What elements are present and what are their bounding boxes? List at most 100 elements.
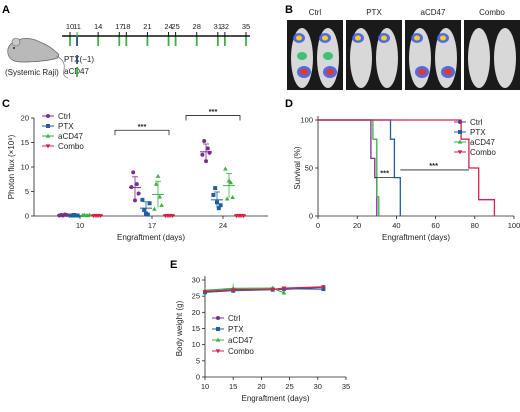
- y-tick-label: 50: [305, 164, 313, 173]
- day-label: 25: [171, 22, 179, 31]
- legend-item-ctrl: Ctrl: [454, 118, 483, 127]
- y-tick-label: 0: [309, 212, 313, 221]
- legend-item-combo: Combo: [454, 148, 496, 157]
- signal-blob: [297, 52, 307, 60]
- data-point-ptx: [140, 197, 145, 202]
- legend-marker: [215, 349, 221, 354]
- day-label: 35: [242, 22, 250, 31]
- significance-bracket: [114, 129, 170, 136]
- data-point-ctrl: [133, 198, 137, 203]
- day-label: 17: [115, 22, 123, 31]
- y-tick-label: 20: [192, 308, 200, 317]
- mouse-silhouette: [468, 28, 490, 88]
- legend-label: Combo: [228, 347, 254, 356]
- mouse-silhouette: [376, 28, 398, 88]
- weight-line-acd47: [204, 287, 285, 294]
- data-point-combo: [230, 288, 236, 293]
- signal-core: [440, 35, 446, 41]
- x-tick-label: 17: [148, 221, 156, 230]
- survival-curve-ctrl: [318, 119, 378, 216]
- data-point-acd47: [155, 173, 161, 178]
- legend-label: aCD47: [58, 132, 83, 141]
- data-point-ptx: [213, 186, 218, 191]
- legend-marker: [457, 139, 463, 144]
- legend-label: Combo: [470, 148, 496, 157]
- y-tick-label: 20: [21, 114, 29, 123]
- data-point-combo: [270, 287, 275, 292]
- signal-blob: [323, 52, 333, 60]
- significance-label: ***: [429, 161, 438, 170]
- image-label-ctrl: Ctrl: [309, 8, 322, 17]
- legend-marker: [46, 114, 50, 118]
- y-tick-label: 10: [21, 163, 29, 172]
- panel-letter-b: B: [285, 4, 293, 16]
- signal-core: [296, 35, 302, 41]
- data-point-ptx: [211, 192, 216, 197]
- panel-e-body-weight: 0 5 10 15 20 25 30 10 15 20 25 30 35 Engraftment (day…: [175, 276, 350, 404]
- x-tick-label: 10: [76, 221, 84, 230]
- survival-curve-combo: [318, 119, 496, 216]
- y-tick-label: 15: [21, 138, 29, 147]
- day-label: 10: [66, 22, 74, 31]
- legend-item-ctrl: Ctrl: [42, 112, 71, 121]
- legend-item-ctrl: Ctrl: [212, 314, 241, 323]
- y-tick-label: 15: [192, 324, 200, 333]
- data-point-acd47: [228, 180, 234, 185]
- legend-label: Ctrl: [470, 118, 483, 127]
- data-point-ptx: [216, 206, 221, 211]
- y-tick-label: 0: [196, 373, 200, 382]
- mouse-silhouette: [350, 28, 372, 88]
- day-label: 18: [122, 22, 130, 31]
- bioluminescence-image-ctrl: [287, 20, 343, 90]
- x-tick-label: 30: [314, 382, 322, 391]
- legend-label: PTX: [58, 122, 74, 131]
- x-tick-label: 60: [431, 221, 439, 230]
- data-point-ctrl: [136, 191, 141, 196]
- data-point-ctrl: [205, 146, 210, 151]
- legend-label: aCD47: [228, 336, 253, 345]
- mouse-silhouette: [494, 28, 516, 88]
- panel-letter-e: E: [170, 259, 177, 271]
- legend-label: Combo: [58, 142, 84, 151]
- signal-core: [300, 69, 308, 75]
- significance-label: ***: [380, 169, 389, 178]
- legend-label: Ctrl: [58, 112, 71, 121]
- signal-core: [355, 35, 361, 41]
- bioluminescence-image-ptx: [346, 20, 402, 90]
- legend-marker: [45, 133, 51, 138]
- day-label: 32: [221, 22, 229, 31]
- legend-item-combo: Combo: [42, 142, 84, 151]
- legend-label: Ctrl: [228, 314, 241, 323]
- image-label-acd47: aCD47: [421, 8, 446, 17]
- x-axis-label: Engraftment (days): [382, 233, 450, 242]
- data-point-ctrl: [200, 152, 205, 157]
- legend-marker: [457, 150, 463, 155]
- signal-core: [326, 69, 334, 75]
- legend-item-ptx: PTX: [212, 325, 244, 334]
- data-point-combo: [281, 286, 287, 291]
- row-label-ptx: PTX(−1): [64, 55, 94, 64]
- mouse-icon: [7, 37, 69, 79]
- x-tick-label: 40: [392, 221, 400, 230]
- bioluminescence-image-acd47: [405, 20, 461, 90]
- panel-b-imaging: Ctrl PTX aCD47 Combo: [287, 8, 520, 90]
- y-tick-label: 25: [192, 292, 200, 301]
- significance-label: ***: [138, 122, 147, 131]
- data-point-acd47: [157, 194, 163, 199]
- data-point-acd47: [281, 290, 287, 295]
- day-label: 14: [94, 22, 102, 31]
- data-point-ptx: [147, 201, 152, 206]
- panel-letter-c: C: [2, 98, 10, 110]
- data-point-ptx: [218, 203, 223, 208]
- legend-label: PTX: [470, 128, 486, 137]
- legend-item-ptx: PTX: [454, 128, 486, 137]
- x-tick-label: 15: [229, 382, 237, 391]
- signal-core: [381, 35, 387, 41]
- y-axis-label: Survival (%): [293, 146, 302, 189]
- y-tick-label: 0: [25, 212, 29, 221]
- legend-item-acd47: aCD47: [454, 138, 495, 147]
- data-point-acd47: [223, 166, 228, 171]
- data-point-combo: [202, 290, 208, 295]
- data-point-ctrl: [134, 182, 139, 187]
- legend-marker: [458, 130, 462, 134]
